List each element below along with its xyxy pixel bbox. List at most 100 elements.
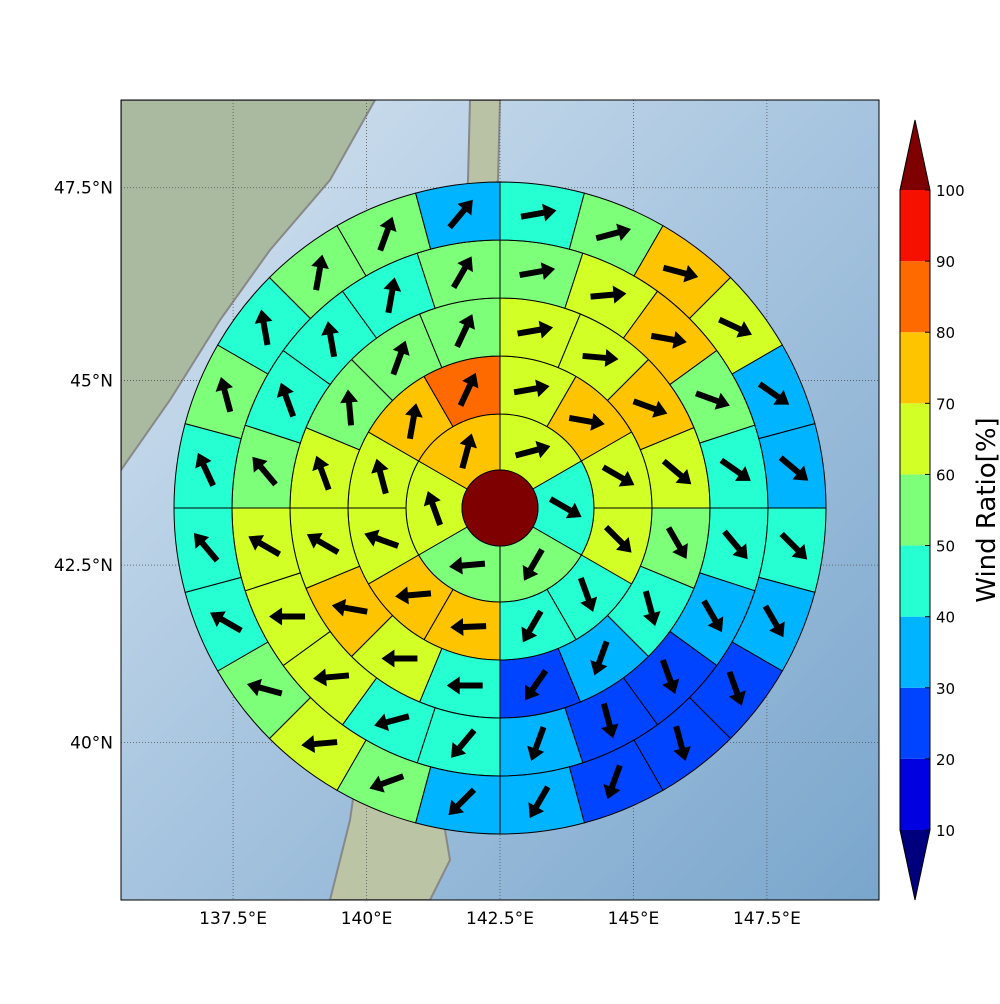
wind-arrow bbox=[603, 764, 623, 800]
x-tick-label: 142.5°E bbox=[466, 909, 534, 929]
x-tick-label: 137.5°E bbox=[199, 909, 267, 929]
colorbar-tick-label: 20 bbox=[936, 751, 955, 769]
wind-arrow bbox=[548, 496, 582, 519]
colorbar-band bbox=[900, 474, 930, 546]
colorbar-over bbox=[900, 120, 930, 190]
colorbar-tick-label: 40 bbox=[936, 609, 955, 627]
wind-arrow bbox=[448, 787, 477, 816]
wind-arrow bbox=[276, 382, 297, 418]
wind-arrow bbox=[662, 264, 699, 283]
wind-arrow bbox=[582, 348, 619, 367]
wind-arrow bbox=[757, 381, 790, 405]
wind-arrow bbox=[381, 649, 418, 668]
wind-arrow bbox=[577, 577, 598, 612]
wind-arrow bbox=[450, 617, 487, 636]
y-tick-label: 42.5°N bbox=[54, 556, 113, 576]
wind-arrow bbox=[590, 640, 610, 676]
wind-arrow bbox=[719, 457, 751, 481]
wind-arrow bbox=[665, 526, 688, 559]
colorbar-band bbox=[900, 190, 930, 262]
y-tick-label: 40°N bbox=[70, 733, 113, 753]
colorbar-band bbox=[900, 687, 930, 759]
wind-arrow bbox=[364, 529, 400, 549]
wind-arrow bbox=[514, 440, 551, 459]
wind-arrow bbox=[248, 535, 282, 557]
wind-arrow bbox=[269, 607, 306, 626]
wind-arrow bbox=[762, 604, 785, 638]
colorbar-tick-label: 100 bbox=[936, 182, 965, 200]
colorbar-tick-label: 50 bbox=[936, 538, 955, 556]
wind-arrow bbox=[246, 678, 283, 697]
wind-arrow bbox=[215, 376, 234, 413]
wind-arrow bbox=[718, 316, 752, 338]
wind-arrow bbox=[520, 203, 557, 222]
colorbar-tick-label: 90 bbox=[936, 253, 955, 271]
wind-arrow bbox=[601, 464, 635, 487]
wind-arrow bbox=[779, 531, 808, 560]
colorbar-tick-label: 80 bbox=[936, 324, 955, 342]
wind-arrow bbox=[726, 670, 746, 706]
wind-arrow bbox=[632, 398, 668, 418]
wind-arrow bbox=[778, 455, 809, 481]
wind-arrow bbox=[313, 668, 350, 687]
wind-arrow bbox=[340, 389, 359, 426]
wind-arrow bbox=[528, 785, 551, 819]
wind-arrow bbox=[451, 728, 477, 758]
wind-arrow bbox=[447, 199, 473, 230]
wind-arrow bbox=[405, 403, 423, 440]
y-tick-label: 47.5°N bbox=[54, 179, 113, 199]
wind-arrow bbox=[521, 609, 544, 643]
wind-arrow bbox=[527, 726, 547, 761]
wind-arrow bbox=[210, 611, 243, 634]
wind-arrow bbox=[513, 379, 550, 398]
wind-arrow bbox=[374, 713, 410, 731]
colorbar-tick-label: 60 bbox=[936, 466, 955, 484]
axes: 137.5°E 140°E 142.5°E 145°E 147.5°E 40°N 42.5°… bbox=[54, 179, 801, 929]
colorbar-band bbox=[900, 758, 930, 830]
wind-arrow bbox=[254, 309, 273, 346]
y-tick-label: 45°N bbox=[70, 372, 113, 392]
colorbar: 10 20 30 40 50 60 70 80 90 100 bbox=[899, 119, 965, 901]
wind-arrow bbox=[701, 599, 724, 633]
plot-frame bbox=[120, 99, 880, 901]
wind-arrow bbox=[517, 320, 554, 339]
wind-arrow bbox=[331, 598, 368, 617]
wind-arrow bbox=[519, 262, 556, 280]
colorbar-tick-label: 30 bbox=[936, 680, 955, 698]
colorbar-band bbox=[900, 261, 930, 333]
colorbar-band bbox=[900, 616, 930, 688]
wind-arrow bbox=[449, 556, 486, 575]
wind-arrow bbox=[457, 372, 479, 407]
colorbar-tick-label: 70 bbox=[936, 395, 955, 413]
colorbar-under bbox=[900, 830, 930, 900]
wind-arrow bbox=[454, 314, 475, 349]
wind-arrow bbox=[595, 223, 632, 242]
x-tick-label: 147.5°E bbox=[733, 909, 801, 929]
wind-arrow bbox=[321, 321, 339, 358]
wind-arrows bbox=[193, 199, 809, 819]
x-tick-label: 145°E bbox=[608, 909, 660, 929]
wind-arrow bbox=[568, 413, 605, 431]
wind-arrow bbox=[642, 590, 661, 626]
wind-arrow bbox=[423, 491, 443, 526]
wind-arrow bbox=[451, 256, 473, 290]
wind-arrow bbox=[312, 455, 332, 491]
wind-arrow bbox=[459, 433, 477, 470]
colorbar-band bbox=[900, 403, 930, 475]
wind-arrow bbox=[600, 702, 619, 739]
colorbar-label: Wind Ratio[%] bbox=[972, 417, 1000, 602]
wind-arrow bbox=[377, 216, 397, 252]
wind-arrow bbox=[603, 524, 632, 553]
wind-arrow bbox=[673, 725, 691, 762]
wind-arrow bbox=[371, 458, 389, 495]
wind-arrow bbox=[306, 533, 340, 555]
wind-arrow bbox=[311, 254, 329, 291]
colorbar-band bbox=[900, 332, 930, 404]
wind-arrow bbox=[195, 452, 216, 487]
wind-arrow bbox=[395, 586, 432, 605]
x-tick-label: 140°E bbox=[341, 909, 393, 929]
colorbar-tick-label: 10 bbox=[936, 822, 955, 840]
wind-arrow bbox=[383, 277, 402, 314]
wind-arrow bbox=[193, 532, 220, 563]
